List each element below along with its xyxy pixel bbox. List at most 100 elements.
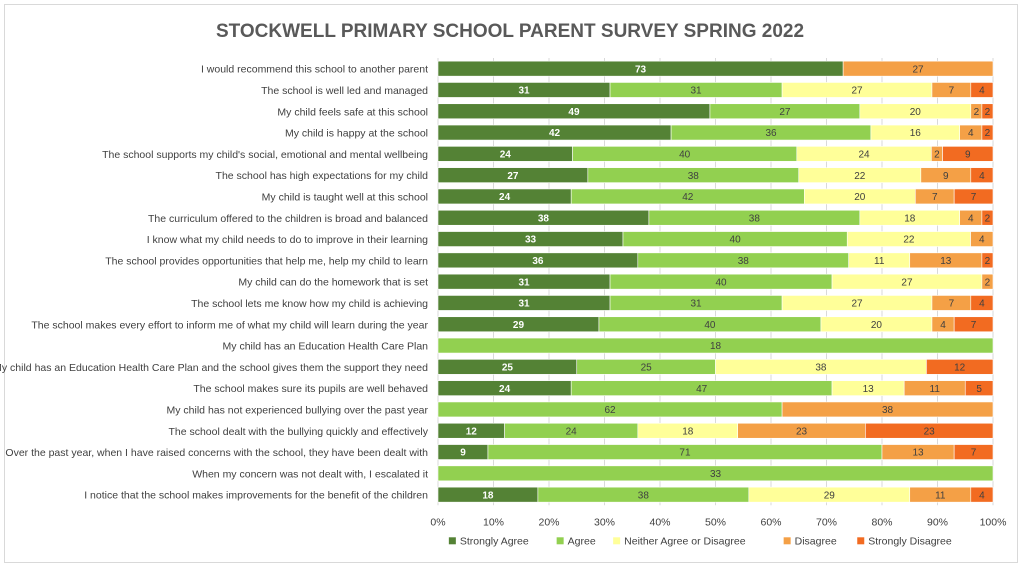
- data-label: 2: [985, 128, 991, 139]
- x-tick-label: 50%: [705, 516, 726, 528]
- data-label: 18: [710, 341, 722, 352]
- data-label: 49: [568, 107, 580, 118]
- category-label: My child feels safe at this school: [277, 106, 428, 118]
- data-label: 40: [730, 235, 742, 246]
- category-label: My child has an Education Health Care Pl…: [0, 362, 428, 374]
- data-label: 38: [538, 213, 550, 224]
- data-label: 22: [903, 235, 915, 246]
- data-label: 9: [460, 448, 466, 459]
- data-label: 71: [679, 448, 691, 459]
- data-label: 22: [854, 171, 866, 182]
- data-label: 5: [976, 384, 982, 395]
- data-label: 24: [566, 426, 578, 437]
- data-label: 20: [854, 192, 866, 203]
- category-label: My child can do the homework that is set: [238, 277, 428, 289]
- data-label: 62: [604, 405, 616, 416]
- data-label: 31: [518, 86, 530, 97]
- legend-label: Neither Agree or Disagree: [624, 535, 746, 547]
- x-axis-ticks: 0% 10% 20% 30% 40% 50% 60% 70% 80% 90% 100%: [430, 516, 1006, 528]
- data-label: 31: [691, 86, 703, 97]
- data-label: 2: [934, 149, 940, 160]
- legend-swatch: [556, 537, 564, 545]
- data-label: 38: [882, 405, 894, 416]
- data-label: 33: [710, 469, 722, 480]
- data-label: 11: [874, 256, 885, 267]
- data-label: 40: [704, 320, 716, 331]
- data-label: 27: [851, 86, 863, 97]
- category-label: The school supports my child's social, e…: [102, 149, 428, 161]
- bar-segment: [981, 103, 994, 120]
- bar-segment: [953, 188, 994, 205]
- data-label: 42: [682, 192, 694, 203]
- category-label: My child is taught well at this school: [262, 191, 428, 203]
- data-label: 7: [949, 299, 955, 310]
- data-label: 7: [971, 320, 977, 331]
- data-label: 42: [549, 128, 561, 139]
- data-label: 27: [779, 107, 791, 118]
- data-label: 20: [871, 320, 883, 331]
- data-label: 7: [971, 448, 977, 459]
- data-label: 27: [507, 171, 519, 182]
- data-label: 18: [682, 426, 694, 437]
- data-label: 2: [985, 213, 991, 224]
- data-label: 12: [466, 426, 478, 437]
- data-label: 38: [749, 213, 761, 224]
- x-tick-label: 30%: [594, 516, 615, 528]
- data-label: 31: [518, 277, 530, 288]
- data-label: 4: [979, 86, 985, 97]
- bar-segment: [964, 380, 994, 396]
- data-label: 40: [679, 149, 691, 160]
- bar-segment: [981, 209, 994, 226]
- category-label: I notice that the school makes improveme…: [84, 490, 428, 502]
- data-label: 2: [974, 107, 980, 118]
- x-tick-label: 10%: [483, 516, 504, 528]
- data-label: 2: [985, 277, 991, 288]
- bar-segment: [970, 295, 994, 311]
- data-label: 73: [635, 64, 647, 75]
- data-label: 4: [968, 128, 974, 139]
- bar-segment: [970, 486, 994, 503]
- bar-segment: [970, 167, 994, 183]
- category-label: The curriculum offered to the children i…: [148, 213, 428, 225]
- chart-title: STOCKWELL PRIMARY SCHOOL PARENT SURVEY S…: [216, 21, 804, 42]
- legend-label: Strongly Disagree: [868, 535, 952, 547]
- x-tick-label: 60%: [760, 516, 781, 528]
- category-label: The school has high expectations for my …: [216, 170, 429, 182]
- data-label: 2: [985, 107, 991, 118]
- data-label: 13: [940, 256, 952, 267]
- data-label: 24: [499, 192, 511, 203]
- data-label: 31: [518, 299, 530, 310]
- data-label: 11: [935, 490, 946, 501]
- x-tick-label: 80%: [871, 516, 892, 528]
- legend-swatch: [613, 537, 621, 545]
- data-label: 25: [502, 362, 514, 373]
- data-label: 38: [638, 490, 650, 501]
- bar-segment: [953, 444, 994, 460]
- bar-segment: [437, 337, 994, 354]
- data-label: 36: [765, 128, 777, 139]
- legend-label: Agree: [568, 535, 596, 547]
- data-label: 27: [901, 277, 913, 288]
- data-label: 13: [863, 384, 875, 395]
- data-label: 2: [985, 256, 991, 267]
- category-label: I would recommend this school to another…: [201, 64, 428, 76]
- x-tick-label: 40%: [649, 516, 670, 528]
- data-label: 18: [482, 490, 494, 501]
- data-label: 29: [824, 490, 836, 501]
- category-label: My child has an Education Health Care Pl…: [223, 341, 429, 353]
- data-label: 38: [688, 171, 700, 182]
- data-label: 4: [979, 490, 985, 501]
- data-label: 9: [943, 171, 949, 182]
- legend-swatch: [448, 537, 456, 545]
- data-label: 27: [851, 299, 863, 310]
- data-label: 7: [971, 192, 977, 203]
- legend-label: Disagree: [795, 535, 837, 547]
- category-label: My child is happy at the school: [285, 128, 428, 140]
- category-label: My child has not experienced bullying ov…: [167, 404, 429, 416]
- data-label: 25: [641, 362, 653, 373]
- x-tick-label: 70%: [816, 516, 837, 528]
- data-label: 31: [691, 299, 703, 310]
- data-label: 29: [513, 320, 525, 331]
